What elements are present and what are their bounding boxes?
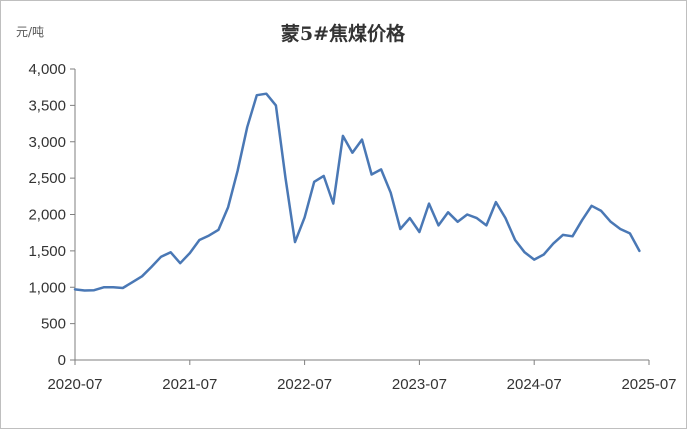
axes: 0 500 1,000 1,500 2,000 2,500 3,000 3,500 4,000 2… — [28, 61, 676, 393]
y-tick-label: 1,000 — [28, 279, 66, 296]
x-tick-label: 2025-07 — [621, 376, 676, 393]
chart-title: 蒙5#焦煤价格 — [281, 22, 406, 45]
y-tick-label: 2,000 — [28, 207, 66, 224]
x-tick-label: 2020-07 — [47, 376, 102, 393]
y-tick-label: 0 — [58, 352, 66, 369]
y-tick-label: 3,500 — [28, 97, 66, 114]
y-tick-label: 500 — [41, 316, 66, 333]
x-tick-label: 2021-07 — [162, 376, 217, 393]
y-tick-label: 1,500 — [28, 243, 66, 260]
x-tick-label: 2022-07 — [277, 376, 332, 393]
plot-area — [73, 92, 641, 292]
series-line — [73, 92, 641, 292]
y-tick-label: 3,000 — [28, 134, 66, 151]
y-tick-label: 2,500 — [28, 170, 66, 187]
y-tick-label: 4,000 — [28, 61, 66, 78]
y-unit-label: 元/吨 — [16, 25, 44, 39]
x-tick-label: 2024-07 — [507, 376, 562, 393]
x-tick-label: 2023-07 — [392, 376, 447, 393]
